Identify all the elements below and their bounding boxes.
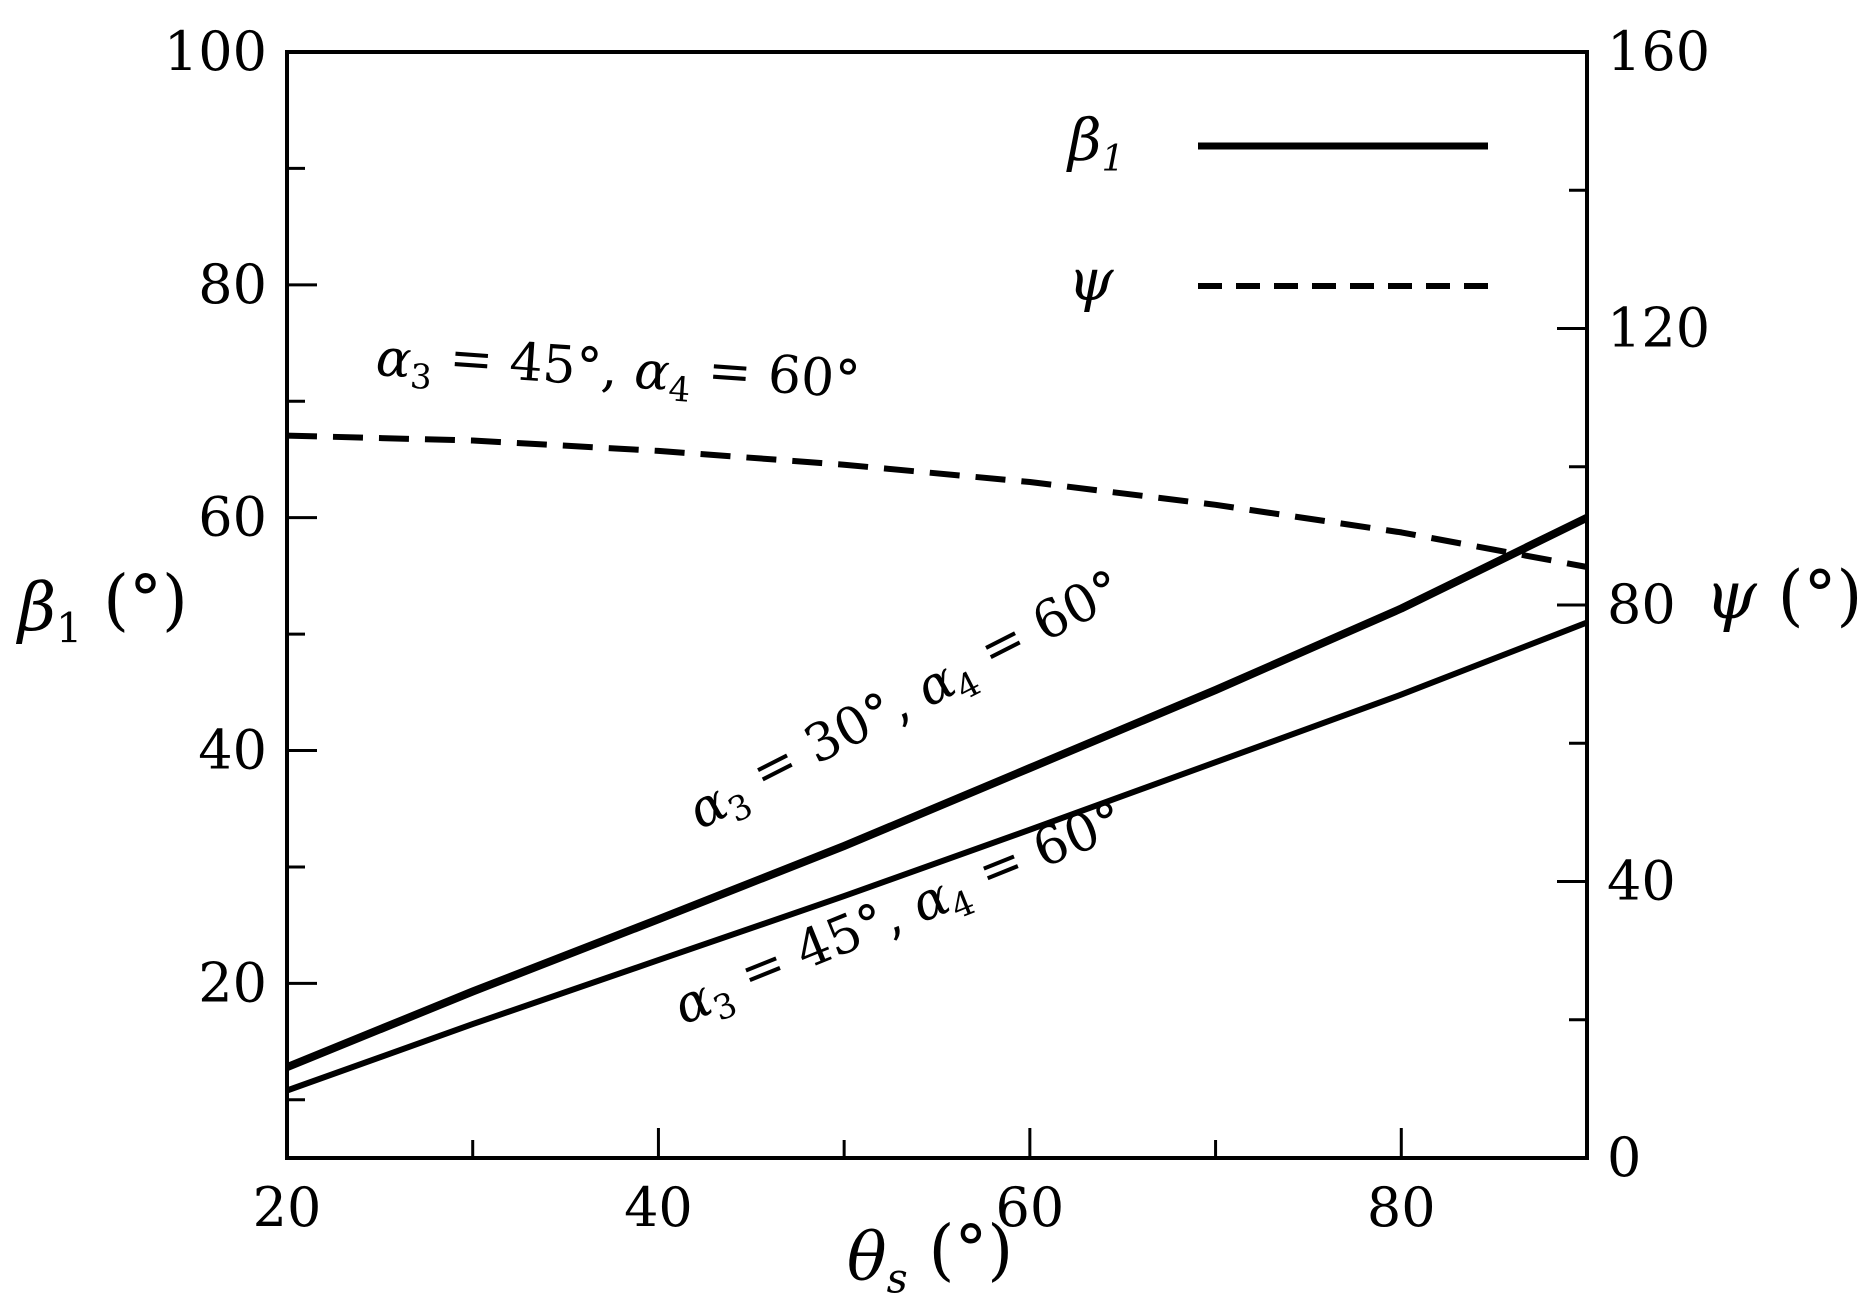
y-left-tick-label: 100 xyxy=(164,20,267,83)
x-tick-label: 60 xyxy=(995,1176,1064,1239)
series-annotation: α3 = 30°, α4 = 60° xyxy=(674,559,1140,847)
y-right-tick-label: 160 xyxy=(1607,20,1710,83)
y-left-tick-label: 80 xyxy=(198,253,267,316)
series-line-3 xyxy=(286,432,1588,570)
y-right-tick-label: 120 xyxy=(1607,297,1710,360)
y-right-tick-label: 80 xyxy=(1607,573,1676,636)
y-right-tick-label: 0 xyxy=(1607,1126,1641,1189)
series-line-1 xyxy=(285,514,1589,1071)
x-tick-label: 20 xyxy=(253,1176,322,1239)
y-left-tick-label: 60 xyxy=(198,486,267,549)
y-left-axis-title: β1 (°) xyxy=(15,562,188,653)
y-left-tick-label: 40 xyxy=(198,719,267,782)
axis-titles: θs (°) β1 (°) ψ (°) xyxy=(15,557,1862,1302)
x-tick-label: 80 xyxy=(1367,1176,1436,1239)
legend-label: β1 xyxy=(1066,106,1124,180)
axis-ticks: 20 40 60 80 20 40 60 80 100 0 40 80 120 160 xyxy=(164,20,1710,1239)
series-layer xyxy=(285,432,1589,1094)
series-line-2 xyxy=(285,619,1589,1094)
x-axis-title: θs (°) xyxy=(847,1212,1013,1303)
series-annotation: α3 = 45°, α4 = 60° xyxy=(661,790,1139,1043)
y-left-tick-label: 20 xyxy=(198,951,267,1014)
series-annotation: α3 = 45°, α4 = 60° xyxy=(374,317,862,428)
legend-label: ψ xyxy=(1068,246,1114,314)
x-tick-label: 40 xyxy=(624,1176,693,1239)
y-right-tick-label: 40 xyxy=(1607,850,1676,913)
y-right-axis-title: ψ (°) xyxy=(1705,557,1862,634)
legend: β1 ψ xyxy=(1066,106,1488,314)
annotations: α3 = 30°, α4 = 60°α3 = 45°, α4 = 60°α3 =… xyxy=(374,317,1140,1043)
